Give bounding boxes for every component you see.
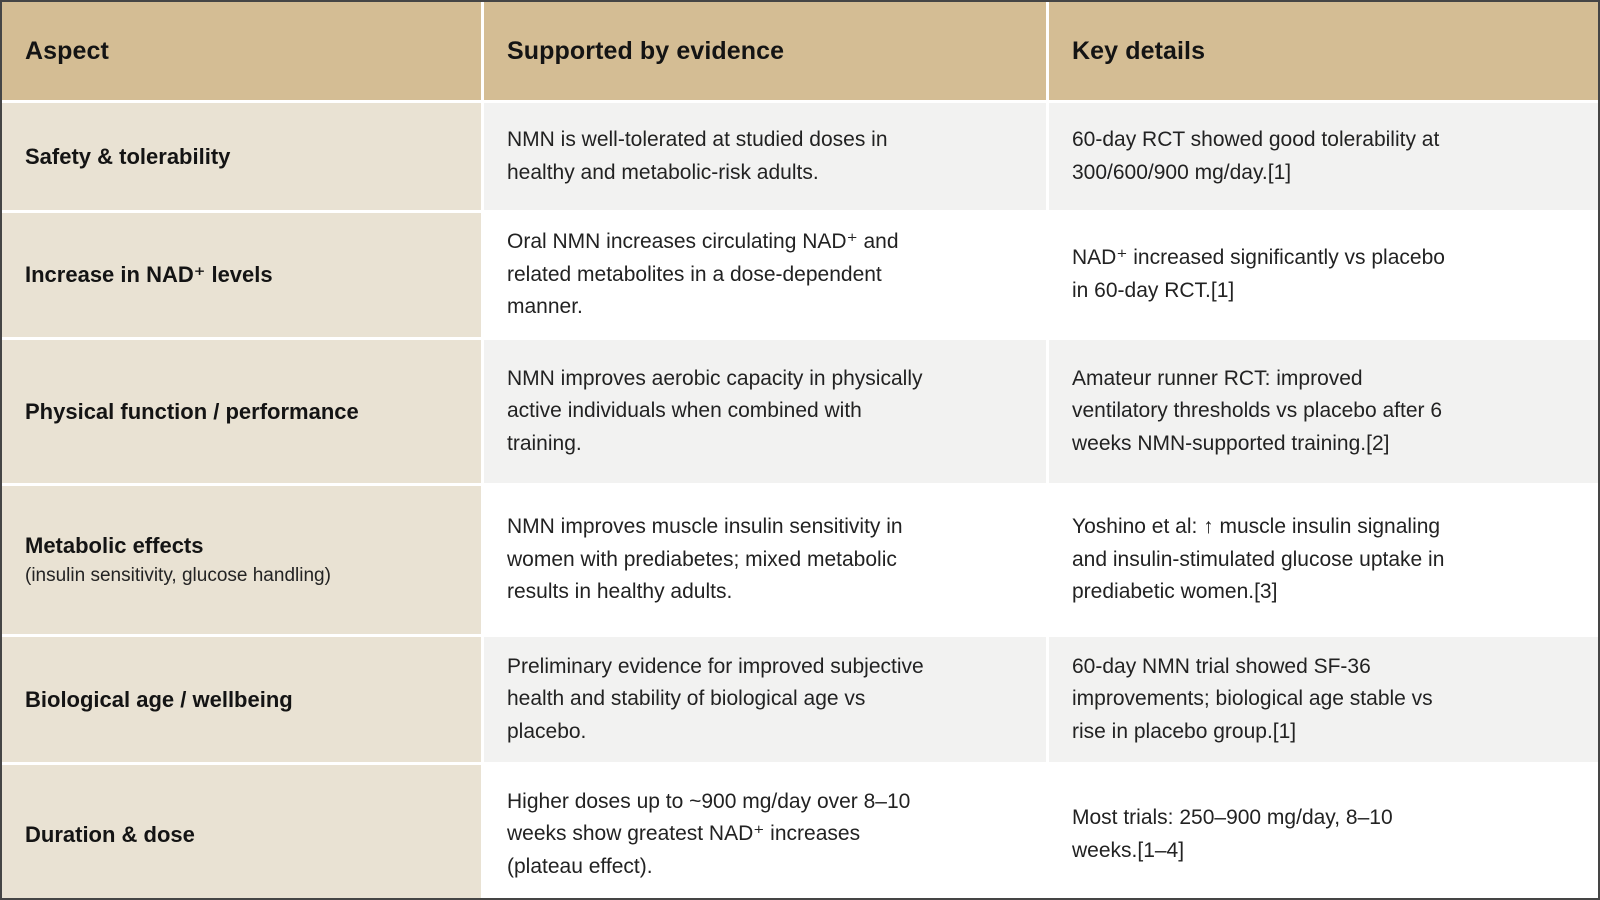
table-row-safety: Safety & tolerability NMN is well-tolera…: [2, 103, 1598, 210]
column-header-aspect: Aspect: [2, 2, 481, 100]
details-text: NAD⁺ increased significantly vs placebo …: [1072, 246, 1445, 302]
column-header-label: Key details: [1072, 36, 1206, 65]
evidence-cell: NMN improves aerobic capacity in physica…: [484, 340, 1046, 483]
aspect-label: Duration & dose: [25, 821, 195, 847]
aspect-cell: Increase in NAD⁺ levels: [2, 213, 481, 337]
evidence-cell: NMN is well-tolerated at studied doses i…: [484, 103, 1046, 210]
table-row-biological-age: Biological age / wellbeing Preliminary e…: [2, 637, 1598, 762]
evidence-text: NMN improves muscle insulin sensitivity …: [507, 515, 903, 604]
evidence-text: NMN improves aerobic capacity in physica…: [507, 366, 923, 455]
column-header-evidence: Supported by evidence: [484, 2, 1046, 100]
aspect-sublabel: (insulin sensitivity, glucose handling): [25, 564, 331, 586]
aspect-cell: Duration & dose: [2, 765, 481, 898]
aspect-cell: Metabolic effects (insulin sensitivity, …: [2, 486, 481, 634]
evidence-text: NMN is well-tolerated at studied doses i…: [507, 127, 888, 184]
details-cell: Most trials: 250–900 mg/day, 8–10 weeks.…: [1049, 765, 1598, 898]
evidence-text: Oral NMN increases circulating NAD⁺ and …: [507, 230, 899, 319]
aspect-label: Physical function / performance: [25, 398, 359, 424]
table-row-duration-dose: Duration & dose Higher doses up to ~900 …: [2, 765, 1598, 898]
details-cell: NAD⁺ increased significantly vs placebo …: [1049, 213, 1598, 337]
aspect-label: Safety & tolerability: [25, 143, 231, 169]
details-text: Yoshino et al: ↑ muscle insulin signalin…: [1072, 515, 1445, 604]
column-header-details: Key details: [1049, 2, 1598, 100]
table-row-metabolic-effects: Metabolic effects (insulin sensitivity, …: [2, 486, 1598, 634]
details-text: Most trials: 250–900 mg/day, 8–10 weeks.…: [1072, 805, 1393, 862]
aspect-label: Metabolic effects: [25, 532, 204, 558]
details-cell: Amateur runner RCT: improved ventilatory…: [1049, 340, 1598, 483]
table-header-row: Aspect Supported by evidence Key details: [2, 2, 1598, 100]
column-header-label: Aspect: [25, 36, 109, 65]
evidence-text: Preliminary evidence for improved subjec…: [507, 654, 924, 743]
details-cell: 60-day NMN trial showed SF-36 improvemen…: [1049, 637, 1598, 762]
details-text: 60-day RCT showed good tolerability at 3…: [1072, 127, 1440, 184]
column-header-label: Supported by evidence: [507, 36, 785, 65]
aspect-cell: Physical function / performance: [2, 340, 481, 483]
evidence-cell: Oral NMN increases circulating NAD⁺ and …: [484, 213, 1046, 337]
evidence-cell: Preliminary evidence for improved subjec…: [484, 637, 1046, 762]
aspect-label: Biological age / wellbeing: [25, 686, 293, 712]
evidence-text: Higher doses up to ~900 mg/day over 8–10…: [507, 789, 911, 878]
details-cell: Yoshino et al: ↑ muscle insulin signalin…: [1049, 486, 1598, 634]
evidence-cell: NMN improves muscle insulin sensitivity …: [484, 486, 1046, 634]
details-cell: 60-day RCT showed good tolerability at 3…: [1049, 103, 1598, 210]
aspect-cell: Safety & tolerability: [2, 103, 481, 210]
aspect-cell: Biological age / wellbeing: [2, 637, 481, 762]
details-text: Amateur runner RCT: improved ventilatory…: [1072, 366, 1443, 455]
aspect-label: Increase in NAD⁺ levels: [25, 262, 273, 288]
details-text: 60-day NMN trial showed SF-36 improvemen…: [1072, 654, 1433, 743]
evidence-cell: Higher doses up to ~900 mg/day over 8–10…: [484, 765, 1046, 898]
table-row-nad-levels: Increase in NAD⁺ levels Oral NMN increas…: [2, 213, 1598, 337]
table-row-physical-function: Physical function / performance NMN impr…: [2, 340, 1598, 483]
